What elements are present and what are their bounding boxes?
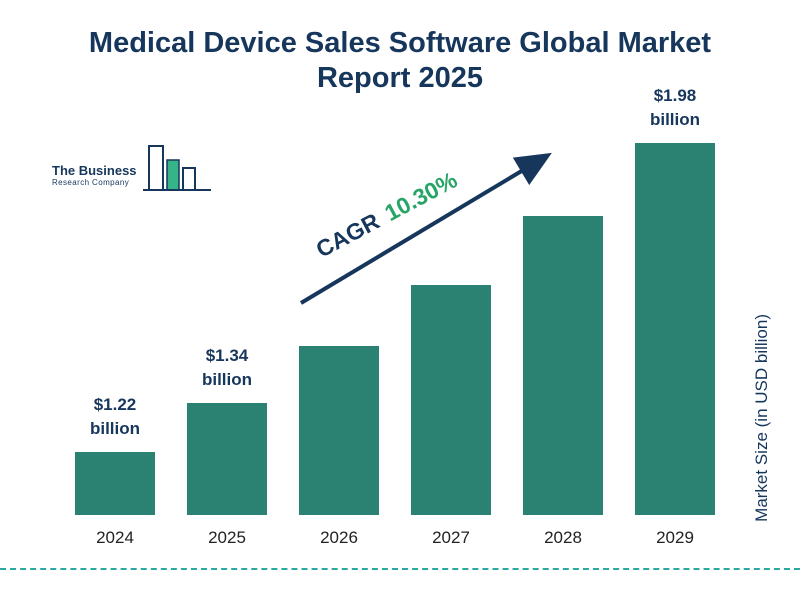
company-logo-text: The Business Research Company bbox=[52, 163, 137, 188]
y-axis-title: Market Size (in USD billion) bbox=[752, 314, 771, 522]
bar-chart-logo-icon bbox=[142, 145, 211, 191]
page-title-line1: Medical Device Sales Software Global Mar… bbox=[88, 27, 712, 59]
page-title: Medical Device Sales Software Global Mar… bbox=[40, 26, 760, 97]
bar-column: $1.22 billion bbox=[75, 395, 155, 515]
bar bbox=[75, 452, 155, 515]
company-logo: The Business Research Company bbox=[52, 138, 213, 198]
bar-value-label: $1.22 billion bbox=[89, 394, 141, 439]
x-tick-label: 2027 bbox=[432, 528, 470, 547]
x-tick-label: 2026 bbox=[320, 528, 358, 547]
bar-column bbox=[411, 285, 491, 515]
page-title-line2: Report 2025 bbox=[316, 62, 483, 95]
bar bbox=[523, 216, 603, 515]
bar-chart-plot-area: $1.22 billion $1.34 billion $1.98 billion bbox=[75, 86, 715, 515]
bar bbox=[411, 285, 491, 515]
company-logo-name: The Business bbox=[52, 163, 137, 179]
x-tick-label: 2029 bbox=[656, 528, 694, 547]
bar-column: $1.34 billion bbox=[187, 346, 267, 515]
bar bbox=[187, 403, 267, 515]
x-axis-tick-labels: 2024 2025 2026 2027 2028 2029 bbox=[75, 528, 715, 548]
bottom-dashed-divider bbox=[0, 568, 800, 570]
company-logo-subname: Research Company bbox=[52, 178, 130, 188]
bar bbox=[635, 143, 715, 515]
bar-column bbox=[299, 346, 379, 515]
x-tick-label: 2025 bbox=[208, 528, 246, 547]
bar-value-label: $1.98 billion bbox=[649, 85, 701, 130]
x-tick-label: 2024 bbox=[96, 528, 134, 547]
bar-value-label: $1.34 billion bbox=[201, 345, 253, 390]
bar-column: $1.98 billion bbox=[635, 86, 715, 515]
bar-column bbox=[523, 216, 603, 515]
x-tick-label: 2028 bbox=[544, 528, 582, 547]
cagr-trend-arrow bbox=[299, 152, 552, 305]
bar bbox=[299, 346, 379, 515]
